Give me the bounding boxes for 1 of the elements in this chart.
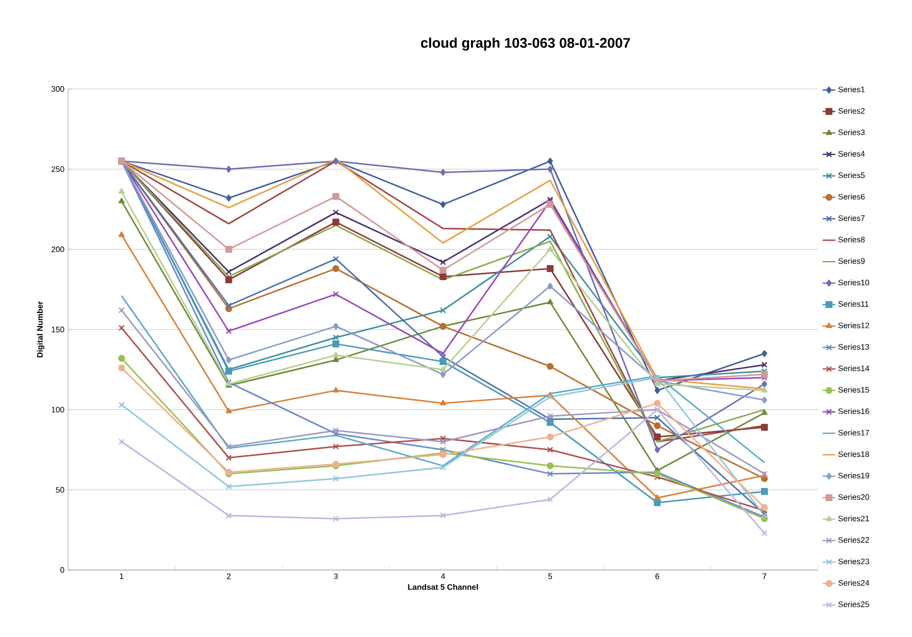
chart-title: cloud graph 103-063 08-01-2007 xyxy=(421,38,630,51)
